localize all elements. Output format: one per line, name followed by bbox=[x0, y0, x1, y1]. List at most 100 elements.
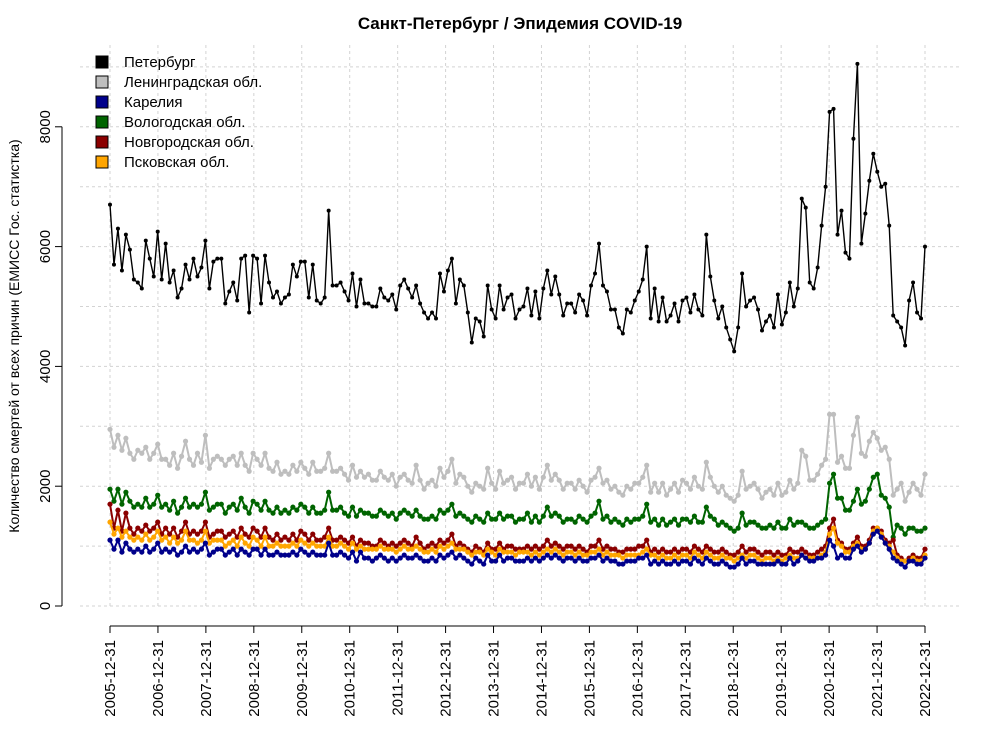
data-point bbox=[731, 498, 737, 504]
data-point bbox=[198, 537, 205, 543]
data-point bbox=[326, 450, 332, 456]
data-point bbox=[707, 474, 713, 480]
data-point bbox=[389, 555, 395, 561]
data-point bbox=[703, 459, 709, 465]
data-point bbox=[667, 486, 674, 492]
data-point bbox=[254, 501, 260, 507]
data-point bbox=[839, 208, 844, 213]
data-point bbox=[378, 286, 383, 291]
data-point bbox=[504, 513, 511, 519]
data-point bbox=[290, 262, 295, 267]
data-point bbox=[616, 561, 622, 567]
x-tick-label: 2021-12-31 bbox=[869, 640, 886, 717]
data-point bbox=[540, 474, 546, 480]
data-point bbox=[215, 256, 220, 261]
data-point bbox=[823, 516, 829, 522]
data-point bbox=[580, 516, 586, 522]
data-point bbox=[131, 537, 137, 543]
data-point bbox=[564, 555, 570, 561]
data-point bbox=[449, 456, 455, 462]
data-point bbox=[369, 477, 375, 483]
data-point bbox=[290, 531, 296, 537]
data-point bbox=[143, 543, 149, 549]
data-point bbox=[552, 471, 558, 477]
data-point bbox=[385, 546, 391, 552]
data-point bbox=[830, 543, 837, 549]
data-point bbox=[326, 525, 332, 531]
data-point bbox=[548, 477, 554, 483]
data-point bbox=[410, 295, 415, 300]
data-point bbox=[493, 316, 498, 321]
legend-label: Псковская обл. bbox=[124, 154, 229, 171]
data-point bbox=[123, 510, 129, 516]
data-point bbox=[306, 295, 311, 300]
data-point bbox=[624, 546, 630, 552]
data-point bbox=[760, 328, 764, 333]
data-point bbox=[230, 453, 236, 459]
data-point bbox=[795, 286, 800, 291]
data-point bbox=[139, 450, 145, 456]
data-point bbox=[282, 468, 288, 474]
data-point bbox=[270, 510, 276, 516]
data-point bbox=[763, 561, 769, 567]
data-point bbox=[747, 483, 753, 489]
data-point bbox=[131, 456, 137, 462]
data-point bbox=[370, 304, 375, 309]
data-point bbox=[715, 549, 721, 555]
data-point bbox=[489, 558, 495, 564]
x-tick-label: 2012-12-31 bbox=[438, 640, 455, 717]
data-point bbox=[198, 546, 205, 552]
data-point bbox=[234, 543, 240, 549]
x-tick-label: 2006-12-31 bbox=[150, 640, 167, 717]
data-point bbox=[282, 295, 287, 300]
data-point bbox=[238, 450, 244, 456]
data-point bbox=[357, 507, 364, 513]
data-point bbox=[218, 501, 224, 507]
data-point bbox=[911, 280, 916, 285]
x-tick-label: 2018-12-31 bbox=[725, 640, 742, 717]
data-point bbox=[516, 558, 523, 564]
data-point bbox=[270, 537, 276, 543]
data-point bbox=[119, 447, 125, 453]
data-point bbox=[167, 549, 173, 555]
data-point bbox=[767, 486, 773, 492]
data-point bbox=[413, 462, 419, 468]
data-point bbox=[504, 549, 511, 555]
data-point bbox=[349, 540, 356, 546]
data-point bbox=[870, 531, 876, 537]
data-point bbox=[282, 507, 288, 513]
data-point bbox=[405, 540, 411, 546]
data-point bbox=[775, 558, 781, 564]
data-point bbox=[147, 549, 153, 555]
data-point bbox=[656, 555, 662, 561]
data-point bbox=[672, 301, 677, 306]
data-point bbox=[620, 492, 626, 498]
legend-label: Новгородская обл. bbox=[124, 134, 254, 151]
data-point bbox=[886, 456, 892, 462]
data-point bbox=[322, 552, 328, 558]
data-point bbox=[437, 271, 442, 276]
data-point bbox=[866, 486, 872, 492]
data-point bbox=[477, 319, 482, 324]
data-point bbox=[548, 513, 554, 519]
data-point bbox=[306, 471, 312, 477]
legend-swatch bbox=[95, 95, 109, 109]
data-point bbox=[826, 531, 833, 537]
data-point bbox=[219, 256, 224, 261]
data-point bbox=[640, 474, 646, 480]
data-point bbox=[413, 534, 419, 540]
data-point bbox=[405, 510, 411, 516]
data-point bbox=[842, 465, 849, 471]
data-point bbox=[791, 522, 797, 528]
data-point bbox=[326, 489, 332, 495]
data-point bbox=[580, 558, 586, 564]
data-point bbox=[528, 546, 535, 552]
data-point bbox=[632, 480, 638, 486]
data-point bbox=[703, 543, 709, 549]
data-point bbox=[361, 546, 368, 552]
data-point bbox=[465, 483, 471, 489]
data-point bbox=[390, 292, 395, 297]
data-point bbox=[907, 298, 912, 303]
data-point bbox=[139, 549, 145, 555]
data-point bbox=[608, 486, 614, 492]
